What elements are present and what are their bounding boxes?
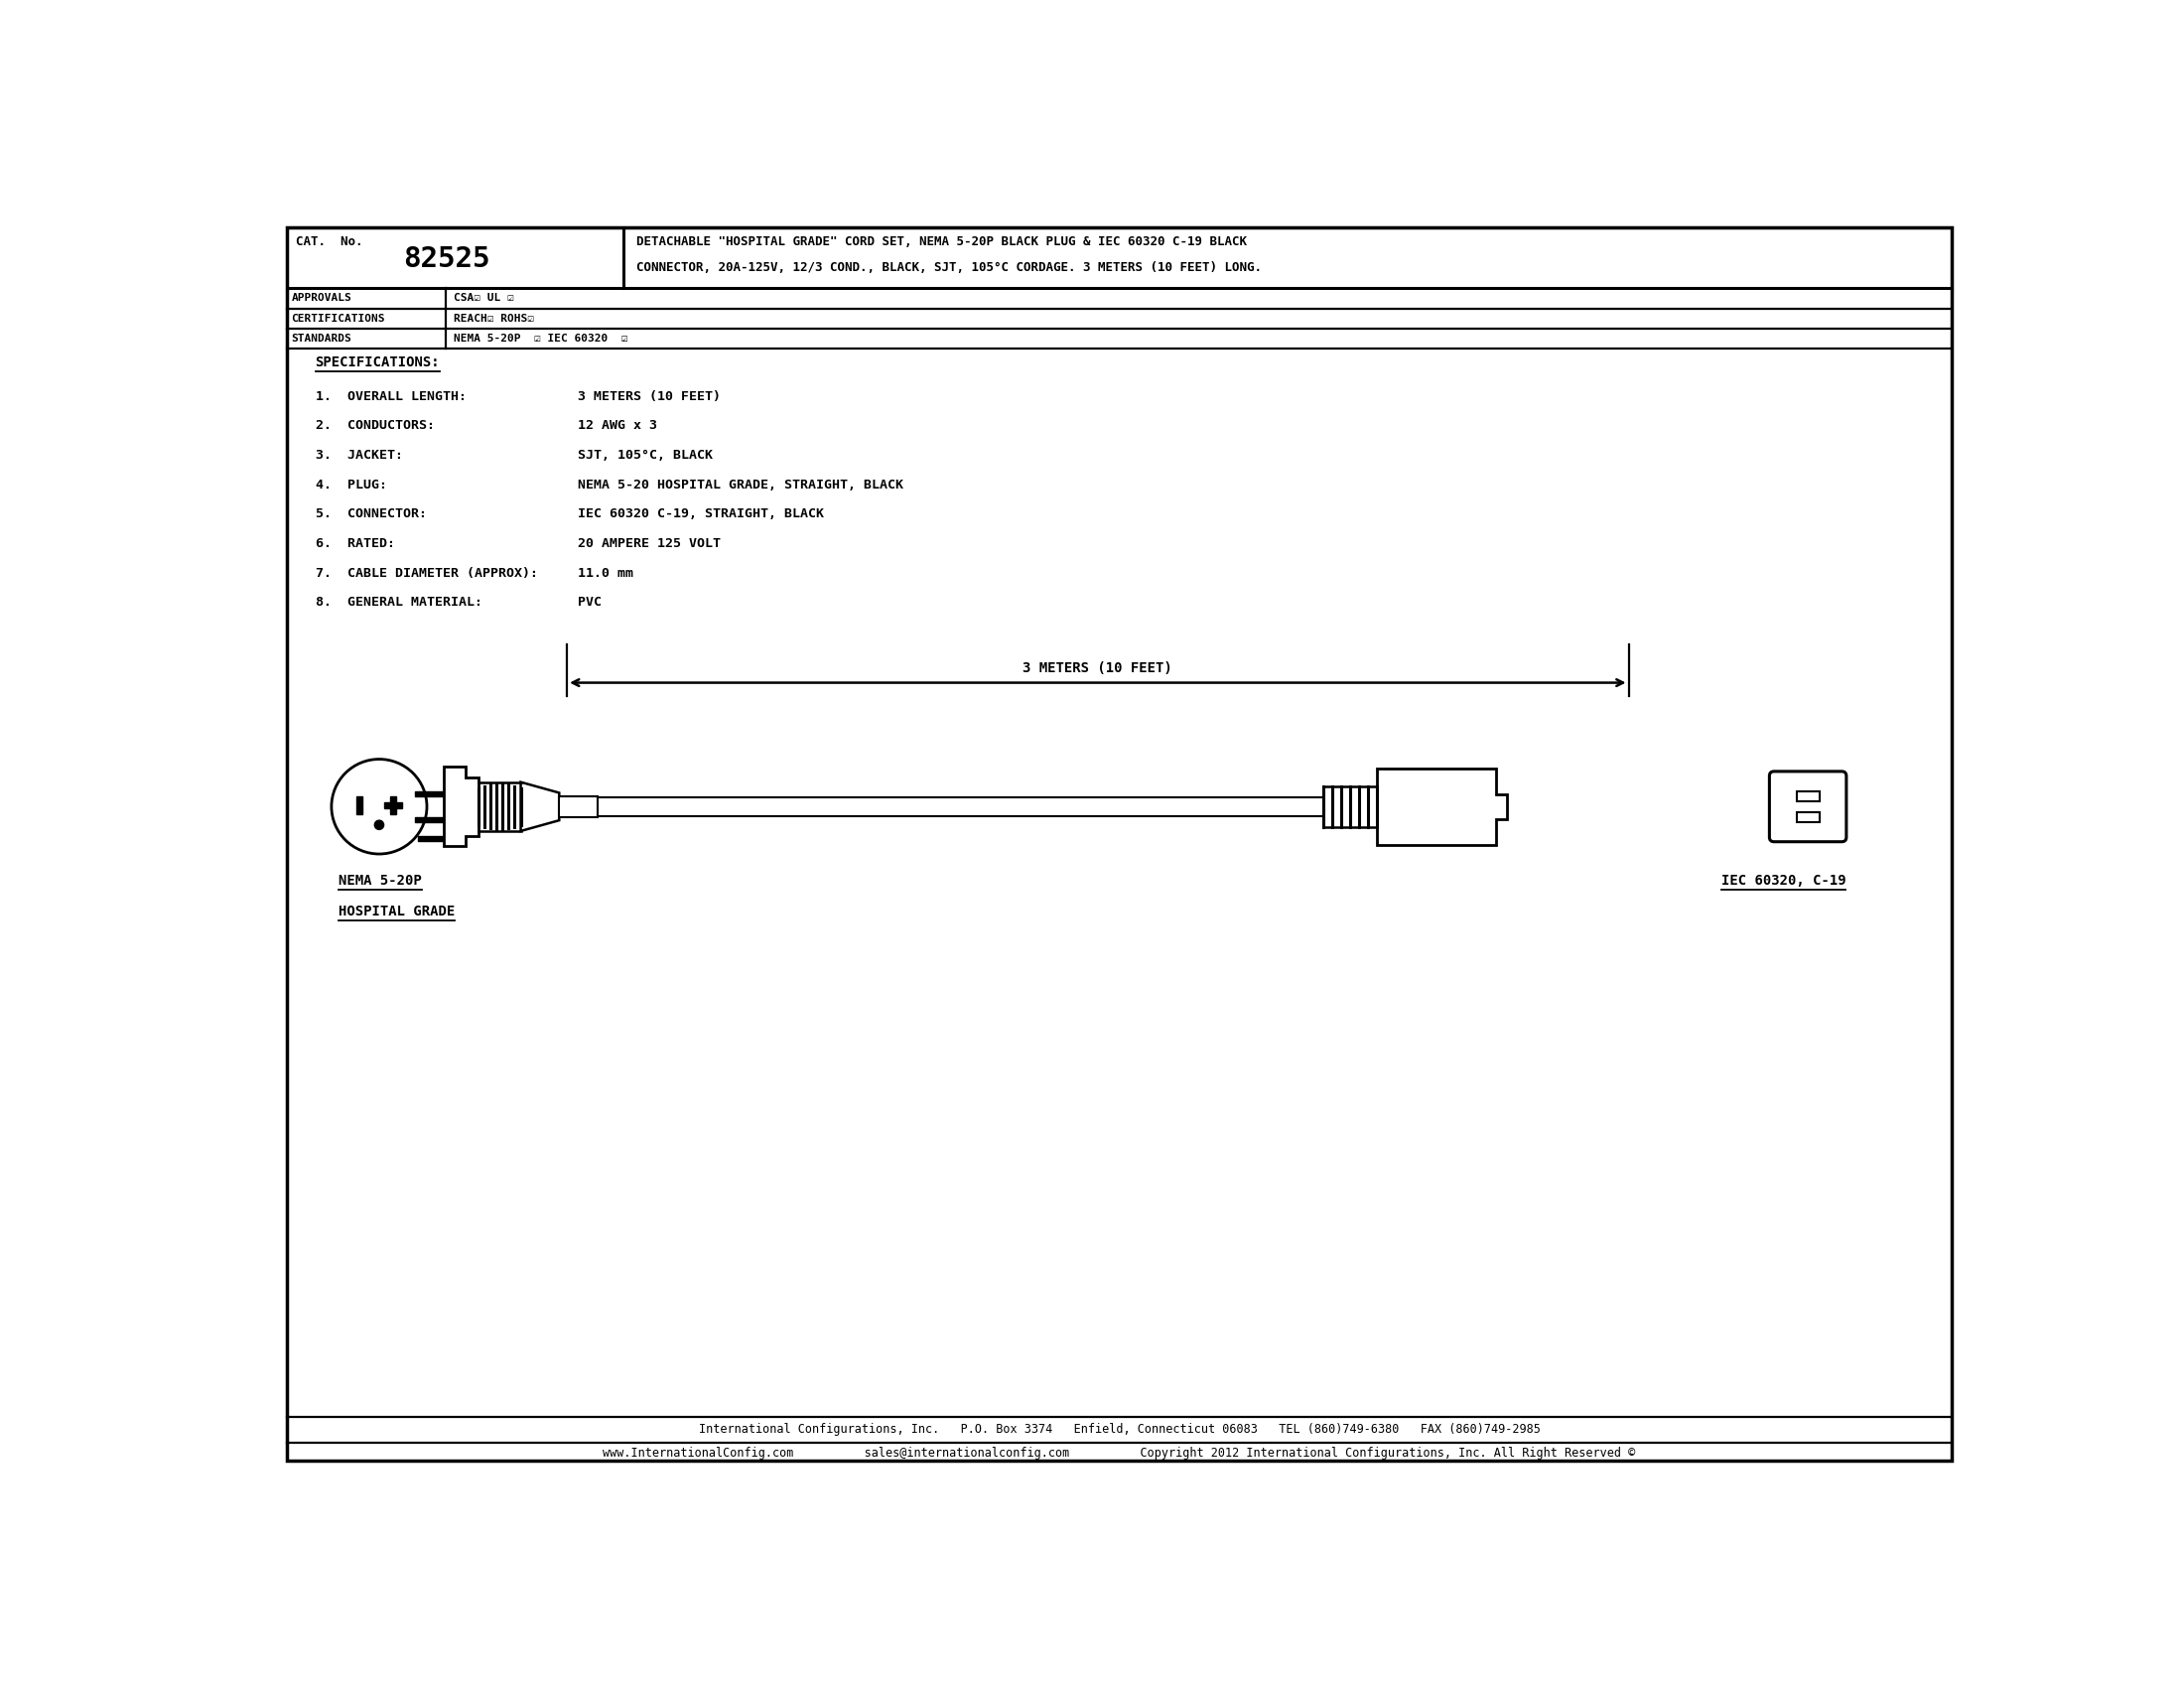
Text: 6.  RATED:                       20 AMPERE 125 VOLT: 6. RATED: 20 AMPERE 125 VOLT	[314, 537, 721, 550]
Text: International Configurations, Inc.   P.O. Box 3374   Enfield, Connecticut 06083 : International Configurations, Inc. P.O. …	[699, 1423, 1540, 1435]
Text: STANDARDS: STANDARDS	[290, 334, 352, 344]
Polygon shape	[443, 766, 478, 846]
Bar	[419, 836, 443, 841]
Text: REACH☑ ROHS☑: REACH☑ ROHS☑	[454, 314, 535, 324]
Circle shape	[332, 760, 426, 854]
Text: 3 METERS (10 FEET): 3 METERS (10 FEET)	[1022, 662, 1173, 675]
Text: NEMA 5-20P  ☑ IEC 60320  ☑: NEMA 5-20P ☑ IEC 60320 ☑	[454, 334, 629, 344]
Bar	[384, 802, 402, 809]
Circle shape	[376, 820, 384, 829]
Text: APPROVALS: APPROVALS	[290, 294, 352, 304]
Text: CAT.  No.: CAT. No.	[297, 235, 363, 248]
Text: 4.  PLUG:                        NEMA 5-20 HOSPITAL GRADE, STRAIGHT, BLACK: 4. PLUG: NEMA 5-20 HOSPITAL GRADE, STRAI…	[314, 478, 902, 491]
Text: www.InternationalConfig.com          sales@internationalconfig.com          Copy: www.InternationalConfig.com sales@intern…	[603, 1447, 1636, 1460]
Bar	[1795, 812, 1819, 822]
Text: DETACHABLE "HOSPITAL GRADE" CORD SET, NEMA 5-20P BLACK PLUG & IEC 60320 C-19 BLA: DETACHABLE "HOSPITAL GRADE" CORD SET, NE…	[636, 235, 1247, 248]
Text: SPECIFICATIONS:: SPECIFICATIONS:	[314, 356, 439, 370]
Text: 8.  GENERAL MATERIAL:            PVC: 8. GENERAL MATERIAL: PVC	[314, 596, 601, 609]
Text: CERTIFICATIONS: CERTIFICATIONS	[290, 314, 384, 324]
Bar	[559, 795, 598, 817]
Text: CONNECTOR, 20A-125V, 12/3 COND., BLACK, SJT, 105°C CORDAGE. 3 METERS (10 FEET) L: CONNECTOR, 20A-125V, 12/3 COND., BLACK, …	[636, 260, 1262, 273]
Text: 3.  JACKET:                      SJT, 105°C, BLACK: 3. JACKET: SJT, 105°C, BLACK	[314, 449, 712, 461]
Text: 2.  CONDUCTORS:                  12 AWG x 3: 2. CONDUCTORS: 12 AWG x 3	[314, 419, 657, 432]
Bar	[415, 817, 443, 822]
Text: 1.  OVERALL LENGTH:              3 METERS (10 FEET): 1. OVERALL LENGTH: 3 METERS (10 FEET)	[314, 390, 721, 403]
Text: CSA☑ UL ☑: CSA☑ UL ☑	[454, 294, 513, 304]
Text: 82525: 82525	[402, 245, 489, 273]
Bar	[415, 792, 443, 797]
Bar	[1795, 792, 1819, 802]
Text: 7.  CABLE DIAMETER (APPROX):     11.0 mm: 7. CABLE DIAMETER (APPROX): 11.0 mm	[314, 567, 633, 579]
Text: IEC 60320, C-19: IEC 60320, C-19	[1721, 874, 1845, 888]
FancyBboxPatch shape	[1769, 771, 1845, 842]
Bar	[356, 795, 363, 814]
Text: NEMA 5-20P: NEMA 5-20P	[339, 874, 422, 888]
Bar	[391, 795, 395, 814]
Polygon shape	[520, 782, 559, 830]
Text: 5.  CONNECTOR:                   IEC 60320 C-19, STRAIGHT, BLACK: 5. CONNECTOR: IEC 60320 C-19, STRAIGHT, …	[314, 508, 823, 520]
Polygon shape	[1378, 768, 1507, 844]
Text: HOSPITAL GRADE: HOSPITAL GRADE	[339, 905, 454, 918]
